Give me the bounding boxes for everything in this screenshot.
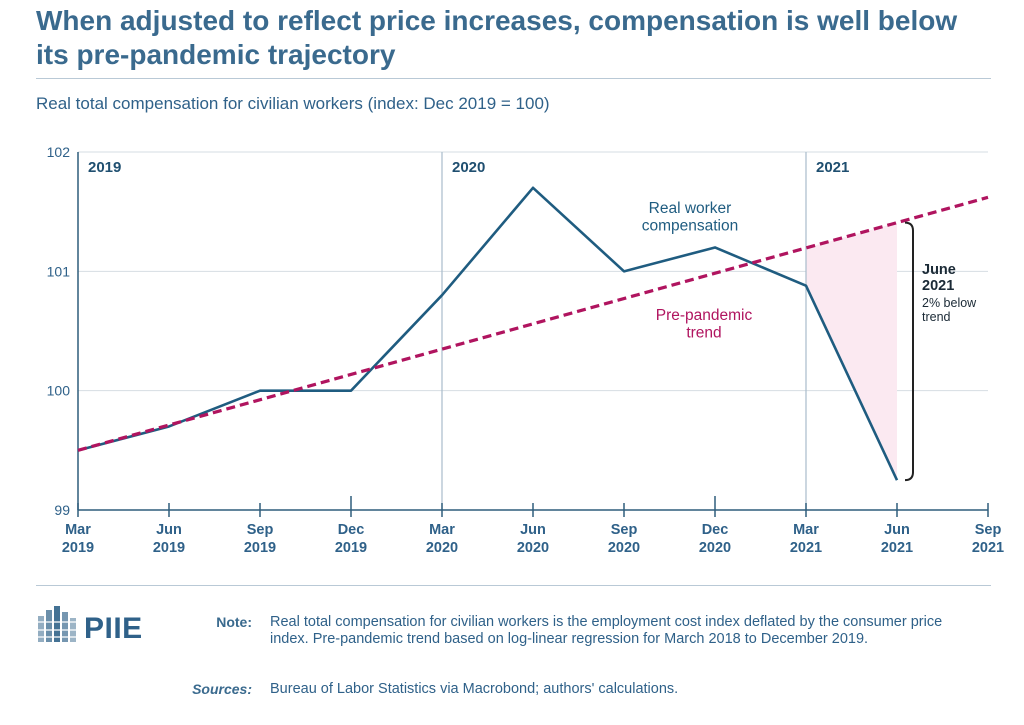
year-label: 2021 (816, 159, 849, 176)
x-tick-label: Dec 2020 (699, 522, 731, 556)
title-divider (36, 78, 991, 79)
note-text: Real total compensation for civilian wor… (270, 614, 943, 647)
x-tick-label: Sep 2021 (972, 522, 1004, 556)
annotation-detail: 2% below trend (922, 296, 977, 324)
annotation-bracket (904, 221, 914, 482)
x-tick-label: Mar 2021 (790, 522, 822, 556)
sources-label: Sources: (192, 681, 252, 697)
year-label: 2020 (452, 159, 485, 176)
trend-series-label: Pre-pandemic trend (656, 307, 753, 342)
gap-shading (806, 222, 897, 481)
x-tick-label: Sep 2019 (244, 522, 276, 556)
piie-logo-text: PIIE (84, 612, 143, 645)
x-tick-label: Mar 2019 (62, 522, 94, 556)
chart-subtitle: Real total compensation for civilian wor… (36, 94, 550, 113)
y-tick-label: 100 (47, 383, 71, 399)
chart-title: When adjusted to reflect price increases… (36, 5, 958, 70)
x-tick-label: Mar 2020 (426, 522, 458, 556)
x-tick-label: Sep 2020 (608, 522, 640, 556)
footer-divider (36, 585, 991, 586)
year-label: 2019 (88, 159, 121, 176)
x-tick-label: Jun 2021 (881, 522, 913, 556)
x-tick-label: Jun 2020 (517, 522, 549, 556)
trend-series-line (77, 195, 989, 452)
annotation-title: June 2021 (922, 262, 956, 294)
compensation-series-label: Real worker compensation (642, 200, 739, 235)
x-tick-label: Jun 2019 (153, 522, 185, 556)
sources-text: Bureau of Labor Statistics via Macrobond… (270, 681, 679, 697)
note-label: Note: (216, 614, 252, 630)
piie-logo-icon (36, 606, 78, 642)
compensation-series-line (77, 186, 899, 481)
x-tick-label: Dec 2019 (335, 522, 367, 556)
line-chart: 99 100 101 102 2019 2020 2021 Mar 2019 Jun 2019 Sep… (47, 144, 1004, 556)
y-tick-label: 101 (47, 263, 71, 279)
y-tick-label: 99 (54, 502, 70, 518)
y-tick-label: 102 (47, 144, 71, 160)
